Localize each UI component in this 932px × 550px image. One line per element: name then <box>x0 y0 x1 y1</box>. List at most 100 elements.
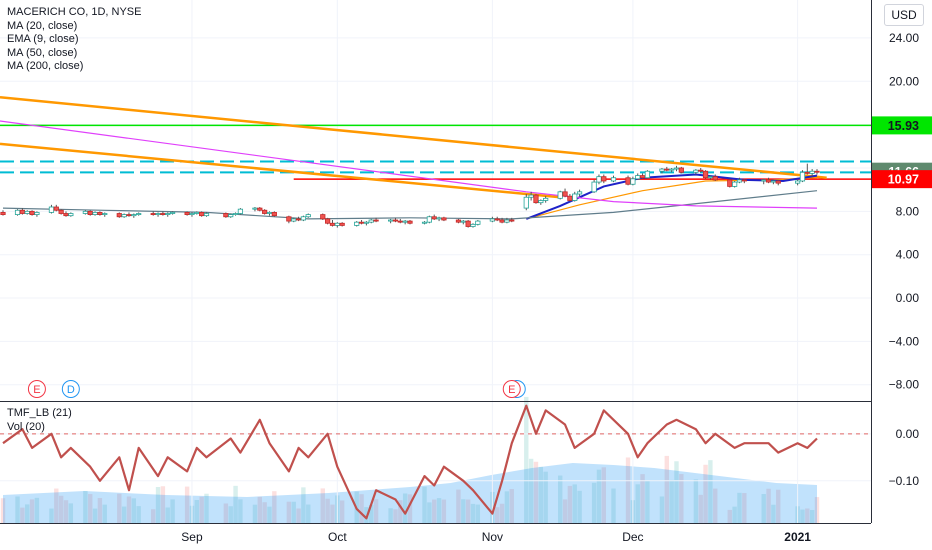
price-tick-label: 8.00 <box>896 204 920 218</box>
volume-bar <box>121 506 127 523</box>
volume-bar <box>34 497 40 523</box>
candle-body <box>436 217 442 220</box>
volume-bar <box>713 488 718 523</box>
candle-body <box>286 216 292 222</box>
volume-bar <box>674 461 679 523</box>
legend-ma20[interactable]: MA (20, close) <box>7 19 78 32</box>
candle-body <box>702 170 709 179</box>
candle-body <box>24 210 30 214</box>
candle-body <box>732 181 738 187</box>
candle <box>698 167 704 173</box>
candle-body <box>257 207 263 211</box>
price-tag: 10.97 <box>872 170 932 189</box>
candle <box>232 212 239 216</box>
candle-body <box>368 219 374 223</box>
volume-bar <box>640 474 645 523</box>
price-tag-bg <box>872 116 932 135</box>
volume-bar <box>698 494 703 523</box>
candle <box>402 220 408 225</box>
event-marker[interactable]: E <box>27 380 46 398</box>
candle <box>770 179 776 185</box>
candle-body <box>426 216 432 223</box>
candle-body <box>431 216 437 220</box>
candle-body <box>87 210 93 215</box>
candle-body <box>136 213 142 215</box>
candle <box>431 214 437 221</box>
osc-tick-label: −0.10 <box>889 474 920 488</box>
legend-symbol[interactable]: MACERICH CO, 1D, NYSE <box>7 6 142 18</box>
volume-bar <box>373 499 379 523</box>
candle <box>736 177 743 184</box>
volume-bar <box>465 499 471 523</box>
candle <box>165 212 171 217</box>
candle-body <box>53 206 59 211</box>
candle-body <box>169 212 176 214</box>
candle-body <box>29 210 35 215</box>
candle-body <box>392 219 399 222</box>
legend-ma50[interactable]: MA (50, close) <box>7 46 78 59</box>
volume-bar <box>25 504 30 523</box>
legend-ma200[interactable]: MA (200, close) <box>7 60 84 72</box>
volume-bar <box>422 486 427 523</box>
candle-body <box>63 213 69 217</box>
legend-vol[interactable]: Vol (20) <box>7 420 45 433</box>
candle <box>82 210 88 215</box>
candle-body <box>121 214 127 218</box>
candle <box>223 212 229 218</box>
legend-tmf[interactable]: TMF_LB (21) <box>7 407 72 419</box>
candle-body <box>339 222 345 226</box>
candle-body <box>441 217 447 221</box>
volume-bar <box>388 508 393 523</box>
event-marker[interactable]: E <box>502 380 526 398</box>
volume-bar <box>567 485 573 523</box>
volume-bar <box>703 464 708 523</box>
volume-bar <box>766 488 771 523</box>
volume-bar <box>393 509 398 523</box>
volume-bar <box>538 466 544 523</box>
candle <box>494 216 500 222</box>
candle-body <box>266 212 273 214</box>
candle <box>252 207 258 212</box>
volume-bar <box>306 504 311 523</box>
event-marker[interactable]: D <box>61 380 80 398</box>
candle <box>591 179 597 193</box>
candle <box>528 191 534 201</box>
volume-bar <box>427 502 432 523</box>
volume-bar <box>0 498 6 523</box>
event-label: D <box>67 384 75 396</box>
candle <box>160 211 166 216</box>
volume-bar <box>184 486 190 523</box>
candle <box>693 169 699 175</box>
candle <box>673 165 680 172</box>
candle <box>557 190 563 200</box>
candle <box>610 175 617 183</box>
candle-body <box>354 221 360 226</box>
volume-bar <box>320 488 325 523</box>
volume-bar <box>562 499 568 523</box>
volume-bar <box>58 495 64 523</box>
volume-bar <box>325 498 330 523</box>
candle <box>339 222 345 227</box>
candle <box>809 169 815 177</box>
volume-bar <box>814 497 820 523</box>
time-tick-label: Sep <box>181 530 203 544</box>
candle-body <box>639 175 646 179</box>
candle-body <box>727 179 733 187</box>
sub-legend: TMF_LB (21) Vol (20) <box>7 407 72 434</box>
candle-body <box>504 219 510 223</box>
candle <box>727 178 733 188</box>
candle-body <box>635 175 641 180</box>
price-tick-label: −8.00 <box>889 378 920 392</box>
candle <box>741 178 747 184</box>
volume-bars <box>0 396 820 523</box>
volume-bar <box>223 503 229 523</box>
volume-bar <box>286 501 292 523</box>
candle <box>441 216 447 222</box>
volume-bar <box>625 457 631 523</box>
candle-body <box>271 212 277 217</box>
currency-button[interactable]: USD <box>884 4 924 26</box>
candle <box>363 221 369 226</box>
legend-ema9[interactable]: EMA (9, close) <box>7 33 79 45</box>
